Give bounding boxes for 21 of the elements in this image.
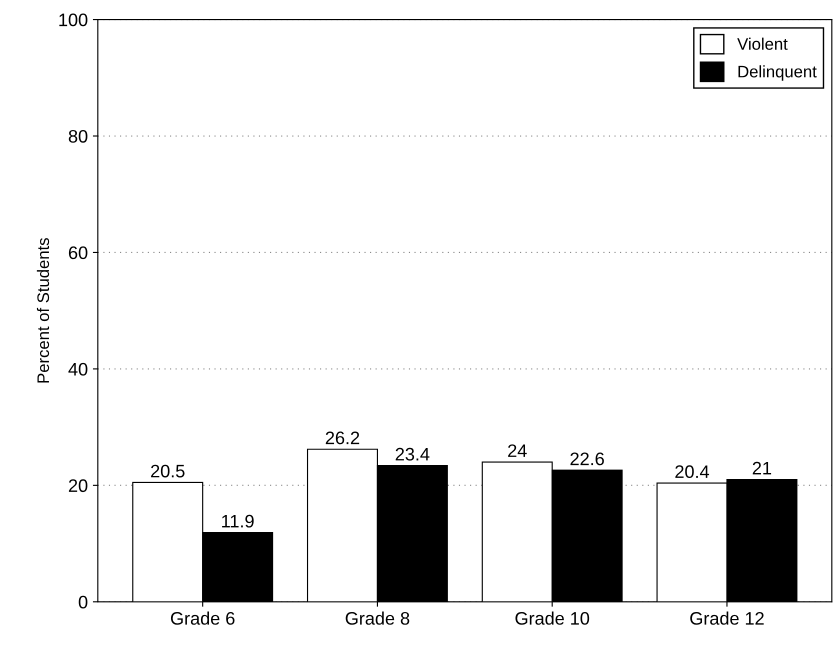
- x-tick-label: Grade 10: [515, 612, 590, 625]
- y-tick-label: 80: [68, 130, 88, 143]
- data-label: 24: [508, 444, 527, 457]
- data-label: 26.2: [326, 432, 360, 444]
- data-label: 23.4: [396, 448, 430, 461]
- data-label: 21: [752, 462, 772, 474]
- y-tick-label: 60: [68, 246, 88, 260]
- y-tick-label: 20: [68, 479, 88, 492]
- y-tick-label: 0: [78, 596, 88, 609]
- y-tick-label: 40: [68, 362, 88, 376]
- data-label: 20.5: [151, 464, 185, 478]
- y-tick-label: 100: [59, 13, 88, 26]
- data-label: 20.4: [675, 465, 710, 478]
- legend-label: Delinquent: [738, 65, 817, 81]
- x-tick-label: Grade 8: [346, 612, 410, 625]
- legend-label: Violent: [737, 38, 788, 50]
- data-label: 11.9: [222, 514, 254, 528]
- x-tick-label: Grade 6: [170, 612, 234, 625]
- x-tick-label: Grade 12: [690, 612, 764, 625]
- y-axis-title: Percent of Students: [36, 238, 50, 382]
- data-label: 22.6: [570, 452, 604, 466]
